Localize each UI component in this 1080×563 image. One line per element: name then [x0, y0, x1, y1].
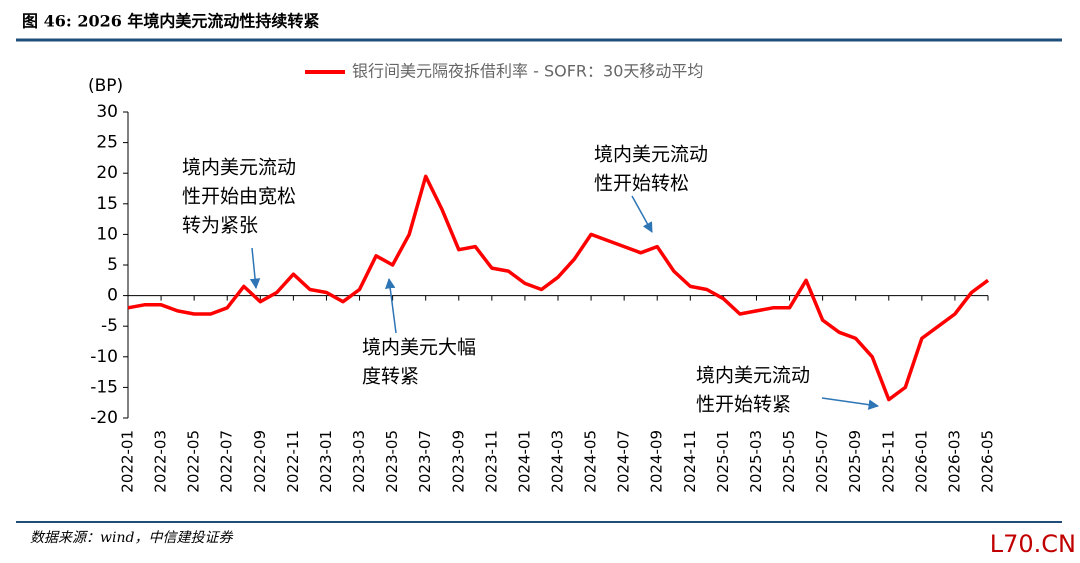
y-tick-label: 5 — [107, 255, 118, 275]
x-tick-label: 2023-05 — [383, 430, 401, 493]
chart-title: 图 46: 2026 年境内美元流动性持续转紧 — [22, 12, 319, 31]
annotation: 境内美元流动 — [182, 157, 296, 179]
x-tick-label: 2024-03 — [549, 430, 567, 493]
x-tick-label: 2024-09 — [648, 430, 666, 493]
annotation: 转为紧张 — [182, 215, 258, 237]
annotation: 度转紧 — [362, 366, 419, 388]
x-tick-label: 2025-07 — [813, 430, 831, 493]
x-tick-label: 2023-01 — [317, 430, 335, 493]
y-axis-label: (BP) — [88, 76, 123, 96]
y-tick-label: -5 — [101, 316, 118, 336]
legend-label: 银行间美元隔夜拆借利率 - SOFR：30天移动平均 — [352, 62, 703, 81]
x-tick-label: 2022-09 — [251, 430, 269, 493]
x-tick-label: 2022-11 — [284, 430, 302, 493]
x-tick-label: 2022-07 — [218, 430, 236, 493]
x-tick-label: 2023-09 — [449, 430, 467, 493]
x-tick-label: 2026-01 — [912, 430, 930, 493]
watermark: L70.CN — [990, 530, 1076, 558]
annotation: 性开始转紧 — [696, 394, 791, 416]
x-tick-label: 2023-11 — [482, 430, 500, 493]
annotation: 性开始转松 — [594, 173, 689, 195]
y-tick-label: -10 — [90, 347, 118, 367]
x-tick-label: 2025-09 — [846, 430, 864, 493]
x-tick-label: 2026-03 — [945, 430, 963, 493]
x-tick-label: 2023-07 — [416, 430, 434, 493]
annotation-arrow — [249, 247, 261, 290]
x-tick-label: 2023-03 — [350, 430, 368, 493]
x-tick-label: 2024-05 — [582, 430, 600, 493]
x-tick-label: 2025-05 — [780, 430, 798, 493]
y-tick-label: -15 — [90, 377, 118, 397]
x-tick-label: 2024-07 — [615, 430, 633, 493]
annotation: 境内美元流动 — [594, 144, 708, 166]
y-tick-label: 30 — [96, 102, 118, 122]
source: 数据来源：wind，中信建投证券 — [30, 530, 233, 546]
annotation-arrow — [631, 195, 653, 233]
annotation: 境内美元大幅 — [362, 337, 476, 359]
annotation-arrow — [385, 277, 397, 334]
annotation: 性开始由宽松 — [182, 186, 296, 208]
y-tick-label: 20 — [96, 163, 118, 183]
annotation-arrow — [821, 397, 880, 410]
x-tick-label: 2024-11 — [681, 430, 699, 493]
x-tick-label: 2025-01 — [714, 430, 732, 493]
x-tick-label: 2022-05 — [185, 430, 203, 493]
y-tick-label: 0 — [107, 286, 118, 306]
series-line — [127, 174, 990, 402]
x-tick-label: 2024-01 — [515, 430, 533, 493]
y-tick-label: 25 — [96, 133, 118, 153]
x-tick-label: 2022-03 — [152, 430, 170, 493]
y-tick-label: -20 — [90, 408, 118, 428]
x-tick-label: 2026-05 — [979, 430, 997, 493]
x-tick-label: 2025-11 — [879, 430, 897, 493]
x-tick-label: 2022-01 — [119, 430, 137, 493]
x-tick-label: 2025-03 — [747, 430, 765, 493]
y-tick-label: 10 — [96, 224, 118, 244]
y-tick-label: 15 — [96, 194, 118, 214]
annotation: 境内美元流动 — [696, 365, 810, 387]
